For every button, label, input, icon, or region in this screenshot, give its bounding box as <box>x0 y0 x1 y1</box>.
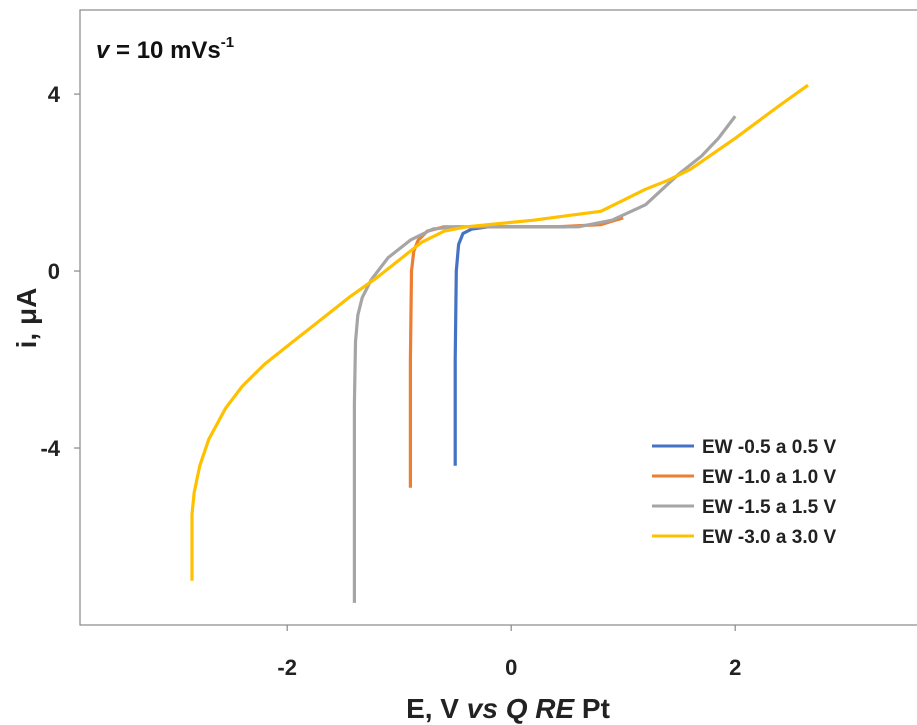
velocity-value: = 10 mVs <box>109 37 220 64</box>
legend: EW -0.5 a 0.5 V EW -1.0 a 1.0 V EW -1.5 a … <box>652 437 836 548</box>
velocity-annotation: v = 10 mVs-1 <box>96 34 234 64</box>
x-axis-label-italic: vs Q RE <box>467 693 576 724</box>
x-tick-label: -2 <box>277 655 297 680</box>
x-axis-label-suffix: Pt <box>574 693 610 724</box>
series-line-2 <box>408 216 624 488</box>
series-line-1 <box>453 225 568 466</box>
x-axis-label-prefix: E, V <box>406 693 467 724</box>
x-tick-label: 2 <box>729 655 741 680</box>
legend-label-2: EW -1.0 a 1.0 V <box>702 467 836 488</box>
series-line-4 <box>190 83 809 581</box>
plot-frame <box>79 9 917 626</box>
y-tick-label: 4 <box>48 82 61 107</box>
legend-label-1: EW -0.5 a 0.5 V <box>702 437 836 458</box>
legend-label-4: EW -3.0 a 3.0 V <box>702 527 836 548</box>
legend-label-3: EW -1.5 a 1.5 V <box>702 497 836 518</box>
velocity-superscript: -1 <box>221 34 234 51</box>
y-axis: 4 0 -4 <box>40 82 80 461</box>
series-group <box>190 83 809 603</box>
y-tick-label: 0 <box>48 259 60 284</box>
x-axis-label: E, V vs Q RE Pt <box>406 693 610 724</box>
x-axis: -2 0 2 <box>277 625 741 680</box>
y-axis-label: i, μA <box>11 288 42 349</box>
velocity-symbol: v <box>96 37 111 64</box>
y-tick-label: -4 <box>40 436 60 461</box>
x-tick-label: 0 <box>505 655 517 680</box>
